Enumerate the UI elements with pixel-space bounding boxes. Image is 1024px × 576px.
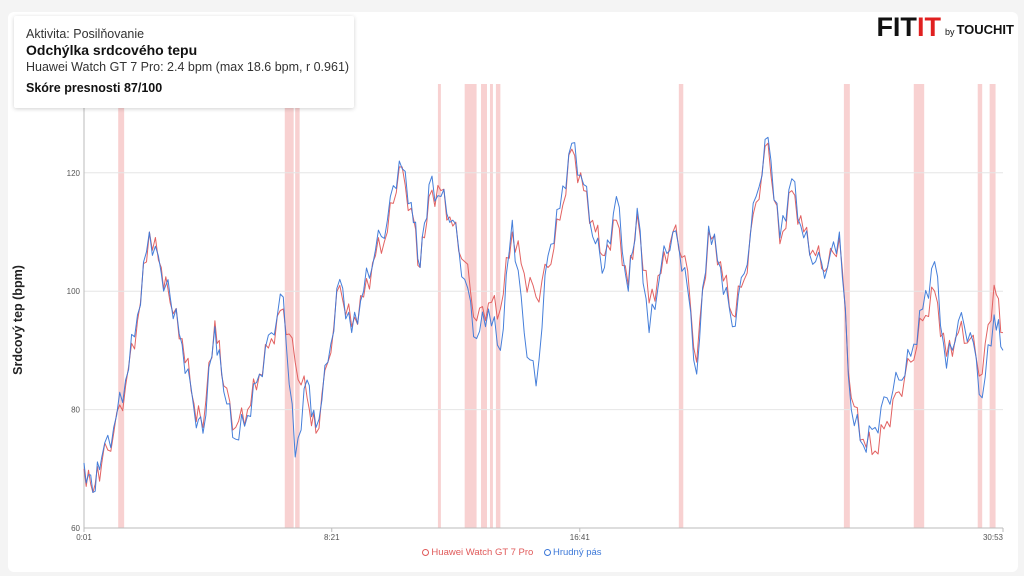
series-line-strap bbox=[83, 136, 1004, 493]
y-tick-label-2: 100 bbox=[67, 287, 81, 296]
accuracy-score: Skóre presnosti 87/100 bbox=[26, 81, 163, 95]
activity-label: Aktivita: Posilňovanie bbox=[26, 27, 145, 41]
logo-it-text: IT bbox=[916, 12, 941, 42]
y-tick-label-3: 120 bbox=[67, 169, 81, 178]
legend-marker-watch bbox=[422, 549, 430, 556]
deviation-band-9 bbox=[843, 84, 850, 528]
deviation-band-8 bbox=[678, 84, 684, 528]
legend-marker-strap bbox=[543, 549, 551, 556]
legend-item-strap[interactable]: Hrudný pás bbox=[543, 547, 602, 558]
x-tick-label-3: 30:53 bbox=[983, 533, 1004, 542]
logo-touchit: TOUCHIT bbox=[956, 22, 1014, 37]
deviation-band-6 bbox=[489, 84, 493, 528]
info-panel: Aktivita: Posilňovanie Odchýlka srdcovéh… bbox=[14, 16, 354, 108]
deviation-band-0 bbox=[118, 84, 125, 528]
y-tick-label-0: 60 bbox=[71, 524, 80, 533]
logo-fit-text: FIT bbox=[876, 12, 917, 42]
legend-label-strap: Hrudný pás bbox=[552, 547, 602, 558]
logo-by: by bbox=[944, 27, 955, 37]
x-tick-label-0: 0:01 bbox=[76, 533, 92, 542]
legend-label-watch: Huawei Watch GT 7 Pro bbox=[431, 547, 534, 558]
deviation-band-7 bbox=[495, 84, 501, 528]
chart-title: Odchýlka srdcového tepu bbox=[26, 42, 198, 58]
deviation-band-11 bbox=[977, 84, 983, 528]
deviation-band-2 bbox=[295, 84, 300, 528]
x-tick-label-2: 16:41 bbox=[570, 533, 591, 542]
deviation-band-3 bbox=[437, 84, 441, 528]
legend-item-watch[interactable]: Huawei Watch GT 7 Pro bbox=[422, 547, 533, 558]
y-tick-label-1: 80 bbox=[71, 406, 80, 415]
deviation-band-1 bbox=[284, 84, 294, 528]
fitit-logo: FITIT by TOUCHIT bbox=[876, 8, 1014, 42]
x-tick-label-1: 8:21 bbox=[324, 533, 340, 542]
device-deviation-detail: Huawei Watch GT 7 Pro: 2.4 bpm (max 18.6… bbox=[26, 60, 350, 74]
deviation-band-5 bbox=[481, 84, 487, 528]
chart-legend: Huawei Watch GT 7 Pro Hrudný pás bbox=[0, 547, 1024, 559]
deviation-band-10 bbox=[913, 84, 925, 528]
series-line-watch bbox=[83, 142, 1004, 493]
logo-fit: FITIT bbox=[876, 12, 941, 42]
